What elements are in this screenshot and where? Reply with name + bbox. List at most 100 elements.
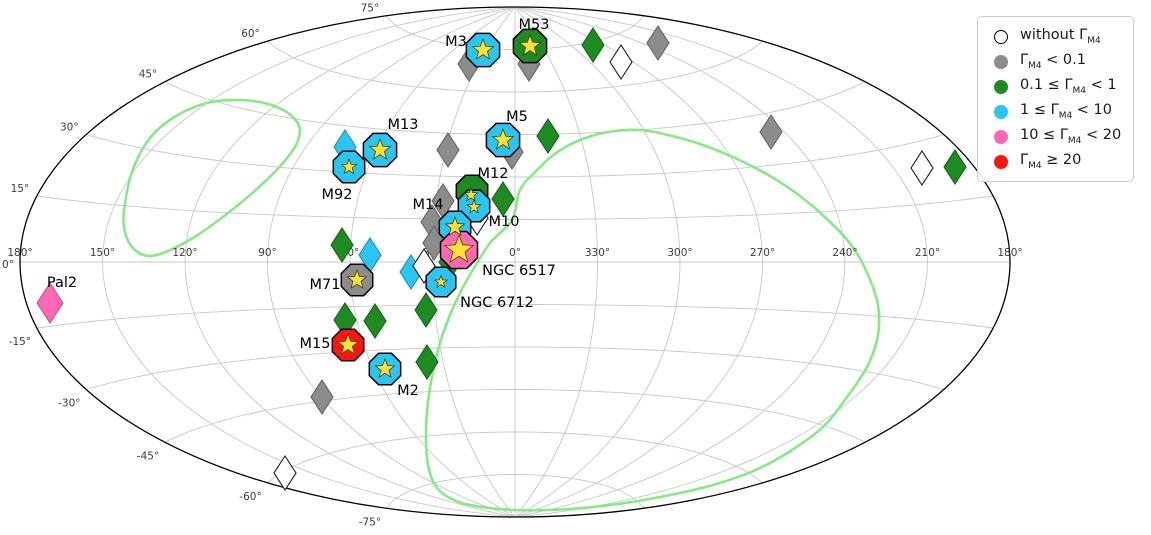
label-M92: M92	[322, 187, 353, 203]
star-icon-M14	[444, 216, 466, 236]
star-icon-M92	[340, 158, 358, 175]
map-boundary	[19, 6, 1011, 518]
legend-item-lt01: ΓM4 < 0.1	[988, 49, 1121, 74]
parallel--45	[164, 389, 866, 443]
lat-tick-75: 75°	[361, 3, 380, 15]
parallel--75	[386, 474, 644, 509]
label-M14: M14	[413, 197, 444, 213]
diamond-without-27	[273, 454, 297, 492]
lat-tick--60: -60°	[239, 491, 261, 503]
legend-marker-icon-lt01	[994, 54, 1008, 69]
lat-tick-45: 45°	[139, 69, 158, 81]
legend-marker-icon-1to10	[994, 104, 1008, 119]
label-M3: M3	[445, 34, 467, 50]
parallel-30	[86, 134, 944, 178]
lon-tick-120: 120°	[172, 247, 197, 259]
parallel--15	[36, 304, 994, 329]
gamma-subscript: M4	[1067, 135, 1082, 146]
star-icon-NGC6712	[433, 274, 449, 289]
lon-tick-270: 270°	[750, 247, 775, 259]
legend-label-lt01: ΓM4 < 0.1	[1020, 52, 1086, 71]
lon-tick-0: 0°	[509, 247, 521, 259]
legend-item-10to20: 10 ≤ ΓM4 < 20	[988, 124, 1121, 149]
label-M12: M12	[478, 166, 509, 182]
lon-tick-240: 240°	[832, 247, 857, 259]
label-M13: M13	[388, 117, 419, 133]
lon-tick-210: 210°	[915, 247, 940, 259]
lat-tick-0: 0°	[2, 259, 14, 271]
star-icon-M2	[374, 358, 396, 378]
parallel--30	[86, 346, 944, 390]
lon-tick-180: 180°	[997, 247, 1022, 259]
star-icon-M13	[368, 137, 392, 160]
legend: without ΓM4 ΓM4 < 0.1 0.1 ≤ ΓM4 < 1 1 ≤ ΓM4…	[977, 16, 1135, 182]
lat-tick-30: 30°	[60, 122, 79, 134]
lon-tick-90: 90°	[258, 247, 277, 259]
marker-Pal2	[36, 282, 64, 324]
cluster-labels: M3 M53 M13 M92 M5 M12 M10 M14 NGC 6517 NGC 6712 M7…	[47, 17, 556, 399]
diamond-lt01-3	[436, 131, 460, 169]
star-icon-M53	[518, 33, 542, 56]
gamma-subscript: M4	[1058, 110, 1073, 121]
legend-item-1to10: 1 ≤ ΓM4 < 10	[988, 99, 1121, 124]
diamond-01to1-18	[363, 302, 387, 340]
diamond-lt01-5	[759, 113, 783, 151]
diamond-without-24	[910, 149, 934, 187]
legend-marker-icon-10to20	[994, 129, 1008, 144]
legend-label-without: without ΓM4	[1020, 27, 1101, 46]
diamond-without-23	[609, 43, 633, 81]
lat-tick--75: -75°	[359, 516, 381, 528]
star-icon-M15	[336, 332, 360, 355]
star-icon-M71	[346, 269, 368, 289]
cluster-stars	[336, 33, 542, 378]
label-M71: M71	[310, 277, 341, 293]
tick-labels: 180° 150° 120° 90° 60° 30° 0° 330° 300° 270° 240° 2…	[2, 3, 1023, 529]
legend-label-01to1: 0.1 ≤ ΓM4 < 1	[1020, 77, 1117, 96]
diamond-01to1-14	[330, 226, 354, 264]
contour-large-loop	[424, 128, 881, 512]
star-icon-M3	[471, 37, 495, 60]
legend-item-without: without ΓM4	[988, 24, 1121, 49]
legend-marker-icon-without	[994, 29, 1008, 44]
gamma-subscript: M4	[1028, 60, 1042, 71]
diamond-01to1-19	[415, 343, 439, 381]
legend-item-01to1: 0.1 ≤ ΓM4 < 1	[988, 74, 1121, 99]
gamma-subscript: M4	[1087, 35, 1101, 46]
legend-label-1to10: 1 ≤ ΓM4 < 10	[1020, 102, 1112, 121]
lon-tick-300: 300°	[667, 247, 692, 259]
lat-tick--15: -15°	[9, 336, 31, 348]
lat-tick--30: -30°	[58, 398, 80, 410]
lat-tick-60: 60°	[241, 28, 260, 40]
label-M5: M5	[506, 109, 528, 125]
legend-marker-icon-ge20	[994, 154, 1008, 169]
legend-marker-icon-01to1	[994, 79, 1008, 94]
label-NGC6517: NGC 6517	[482, 263, 556, 279]
diamond-lt01-9	[310, 378, 334, 416]
diamond-01to1-10	[581, 26, 605, 64]
lon-tick-150: 150°	[90, 247, 115, 259]
legend-label-ge20: ΓM4 ≥ 20	[1020, 152, 1082, 171]
label-M10: M10	[489, 214, 520, 230]
gamma-subscript: M4	[1028, 160, 1042, 171]
label-M15: M15	[300, 336, 331, 352]
parallel--60	[267, 431, 763, 484]
label-M2: M2	[397, 383, 419, 399]
label-M53: M53	[519, 17, 550, 33]
lat-tick-15: 15°	[11, 183, 30, 195]
gamma-subscript: M4	[1072, 85, 1086, 96]
star-icon-M12	[463, 186, 479, 202]
lat-tick--45: -45°	[137, 450, 159, 462]
diamond-01to1-13	[943, 148, 967, 186]
star-icon-M10	[466, 198, 482, 214]
star-icon-NGC6517	[443, 234, 475, 263]
legend-label-10to20: 10 ≤ ΓM4 < 20	[1020, 127, 1122, 146]
star-icon-M5	[491, 127, 515, 150]
diamond-01to1-12	[491, 180, 515, 218]
parallel-15	[36, 195, 994, 220]
contour-small-loop	[122, 98, 302, 258]
legend-item-ge20: ΓM4 ≥ 20	[988, 149, 1121, 174]
diamond-lt01-2	[646, 24, 670, 62]
diamond-01to1-16	[414, 291, 438, 329]
